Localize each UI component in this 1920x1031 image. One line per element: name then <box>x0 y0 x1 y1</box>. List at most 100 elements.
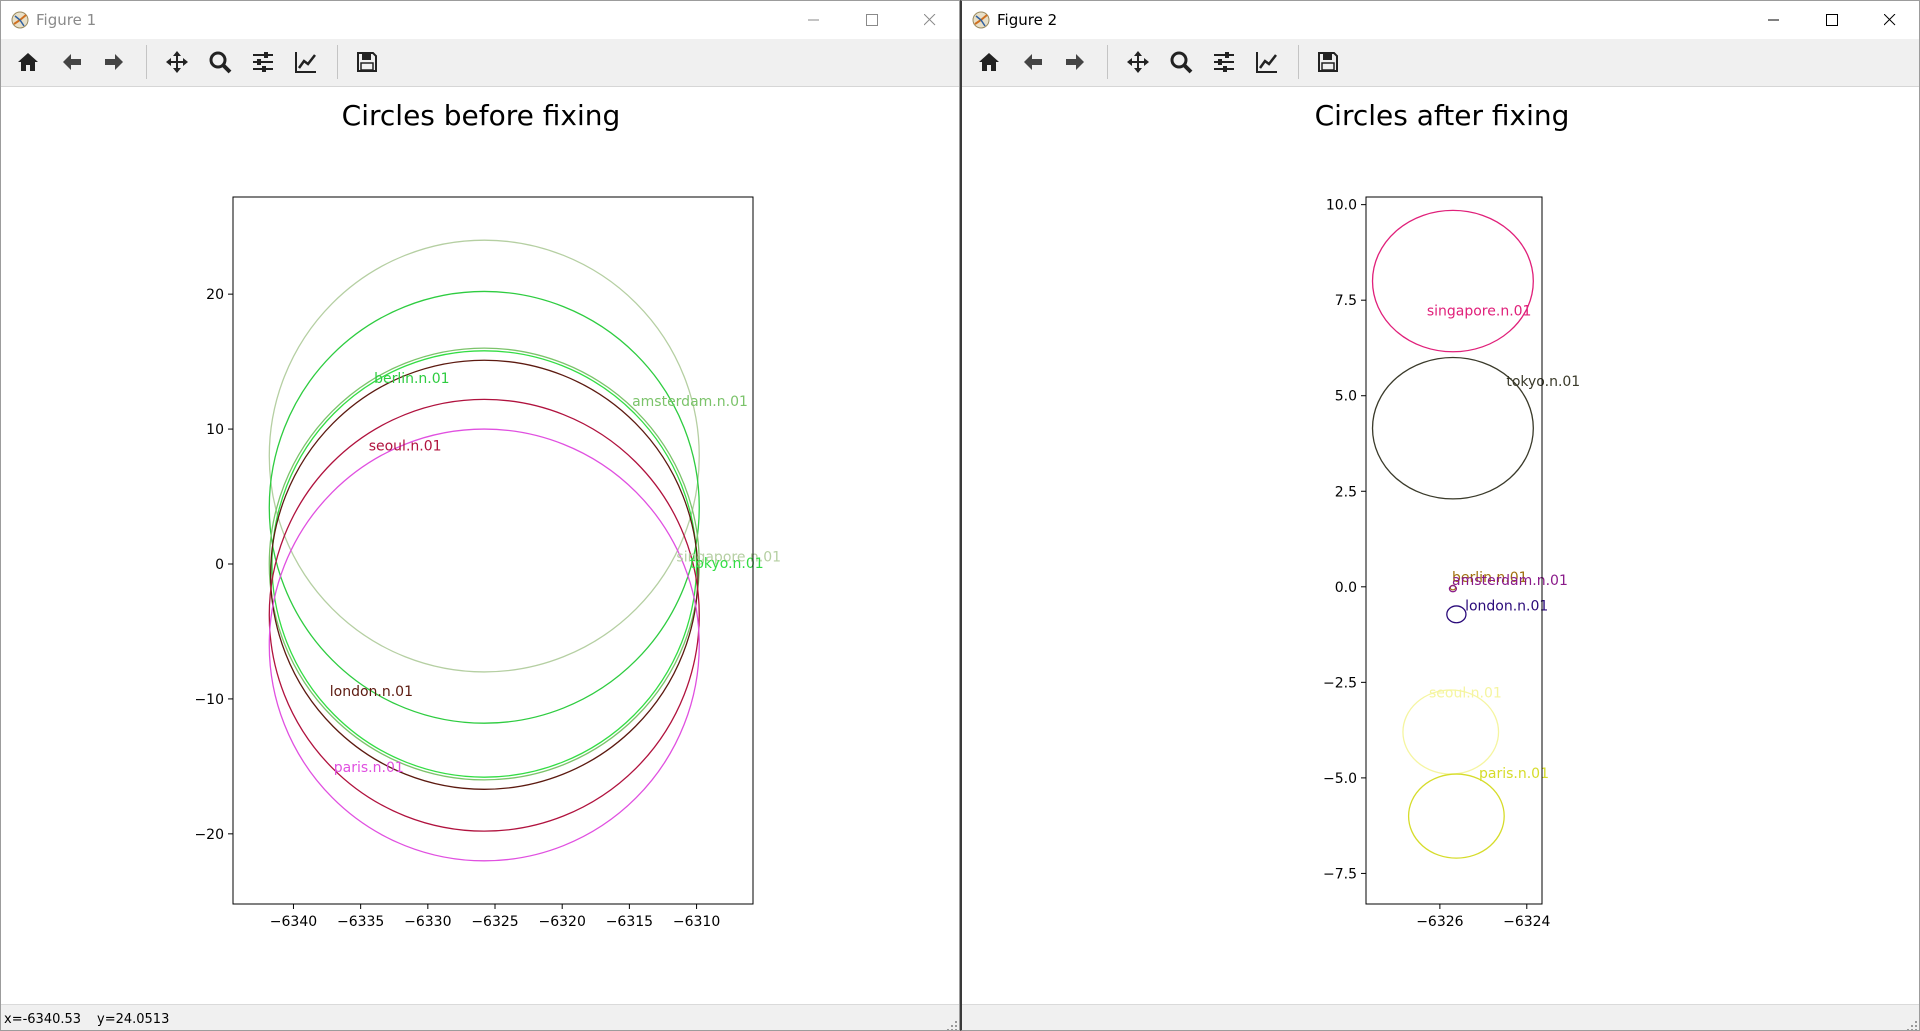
back-arrow-icon <box>1024 54 1042 70</box>
circle-label: tokyo.n.01 <box>1506 374 1580 390</box>
plot-area[interactable]: singapore.n.01 berlin.n.01 amsterdam.n.01 t… <box>1 1 960 1001</box>
toolbar-separator <box>337 45 338 79</box>
maximize-icon <box>866 14 878 26</box>
y-tick-label: −7.5 <box>1323 866 1357 882</box>
minimize-icon <box>1768 19 1779 21</box>
x-tick-label: −6340 <box>270 914 317 930</box>
x-tick-label: −6320 <box>539 914 586 930</box>
window-title: Figure 1 <box>36 11 97 29</box>
y-tick-label: 2.5 <box>1335 484 1357 500</box>
y-tick-label: 5.0 <box>1335 389 1357 405</box>
matplotlib-app-icon <box>972 11 990 29</box>
x-tick-label: −6335 <box>337 914 384 930</box>
back-button[interactable] <box>1014 43 1052 81</box>
edit-axis-button[interactable] <box>1248 43 1286 81</box>
circle-label: amsterdam.n.01 <box>632 394 748 410</box>
zoom-icon <box>1170 51 1193 74</box>
close-icon <box>1884 14 1896 26</box>
circles-group <box>268 239 700 862</box>
x-tick-label: −6325 <box>471 914 518 930</box>
forward-arrow-icon <box>105 54 123 70</box>
circle-paris-n-01 <box>1407 773 1505 859</box>
y-tick-label: 10 <box>206 422 224 438</box>
plot-area[interactable]: singapore.n.01 tokyo.n.01 berlin.n.01amste… <box>962 1 1920 1001</box>
circle-label: amsterdam.n.01 <box>1452 573 1568 589</box>
resize-grip-icon[interactable] <box>947 1021 957 1031</box>
forward-button[interactable] <box>95 43 133 81</box>
x-tick-label: −6310 <box>673 914 720 930</box>
toolbar-separator <box>146 45 147 79</box>
y-tick-label: 7.5 <box>1335 293 1357 309</box>
axes-frame <box>232 196 754 905</box>
y-tick-label: 20 <box>206 287 224 303</box>
configure-subplots-button[interactable] <box>1205 43 1243 81</box>
close-icon <box>924 14 936 26</box>
circle-label: seoul.n.01 <box>1429 686 1502 702</box>
zoom-icon <box>209 51 232 74</box>
circle-amsterdam-n-01 <box>268 347 700 781</box>
back-arrow-icon <box>63 54 81 70</box>
circle-label: paris.n.01 <box>1479 766 1549 782</box>
maximize-button[interactable] <box>1803 1 1861 39</box>
circle-label: london.n.01 <box>330 684 413 700</box>
circle-london-n-01 <box>269 359 699 790</box>
cursor-y-readout: y=24.0513 <box>97 1012 170 1027</box>
circle-paris-n-01 <box>268 428 700 862</box>
home-button[interactable] <box>970 43 1008 81</box>
title-bar[interactable]: Figure 2 <box>962 1 1919 39</box>
pan-icon <box>166 51 188 73</box>
pan-button[interactable] <box>1119 43 1157 81</box>
cursor-x-readout: x=-6340.53 <box>4 1012 82 1027</box>
circle-label: singapore.n.01 <box>1427 303 1532 319</box>
home-icon <box>18 53 38 71</box>
figure-2-window: Figure 2 <box>960 0 1920 1031</box>
home-button[interactable] <box>9 43 47 81</box>
circle-singapore-n-01 <box>268 239 700 673</box>
toolbar-separator <box>1298 45 1299 79</box>
close-button[interactable] <box>901 1 959 39</box>
x-tick-label: −6330 <box>404 914 451 930</box>
navigation-toolbar <box>1 39 959 87</box>
title-bar[interactable]: Figure 1 <box>1 1 959 39</box>
maximize-button[interactable] <box>843 1 901 39</box>
circle-singapore-n-01 <box>1371 209 1534 353</box>
circle-label: tokyo.n.01 <box>690 556 764 572</box>
figure-title: Circles before fixing <box>341 99 621 132</box>
y-tick-label: −2.5 <box>1323 675 1357 691</box>
save-button[interactable] <box>1309 43 1347 81</box>
forward-button[interactable] <box>1056 43 1094 81</box>
forward-arrow-icon <box>1066 54 1084 70</box>
circle-label: paris.n.01 <box>334 760 404 776</box>
minimize-button[interactable] <box>785 1 843 39</box>
y-tick-label: −5.0 <box>1323 771 1357 787</box>
circle-london-n-01 <box>1446 605 1467 624</box>
edit-axis-icon <box>295 52 316 73</box>
zoom-button[interactable] <box>1162 43 1200 81</box>
minimize-button[interactable] <box>1745 1 1803 39</box>
circle-label: berlin.n.01 <box>1452 570 1528 586</box>
status-bar <box>962 1004 1919 1031</box>
y-tick-label: −10 <box>194 692 224 708</box>
edit-axis-button[interactable] <box>287 43 325 81</box>
zoom-button[interactable] <box>201 43 239 81</box>
circle-tokyo-n-01 <box>1371 356 1534 500</box>
save-icon <box>1318 52 1338 72</box>
back-button[interactable] <box>53 43 91 81</box>
circle-label: berlin.n.01 <box>374 371 450 387</box>
figure-title: Circles after fixing <box>1314 99 1570 132</box>
x-tick-label: −6324 <box>1503 914 1550 930</box>
configure-subplots-button[interactable] <box>244 43 282 81</box>
circle-tokyo-n-01 <box>271 350 698 778</box>
minimize-icon <box>808 19 819 21</box>
pan-icon <box>1127 51 1149 73</box>
close-button[interactable] <box>1861 1 1919 39</box>
save-button[interactable] <box>348 43 386 81</box>
circle-seoul-n-01 <box>268 398 700 832</box>
toolbar-separator <box>1107 45 1108 79</box>
y-tick-label: 0.0 <box>1335 580 1357 596</box>
maximize-icon <box>1826 14 1838 26</box>
circle-label: london.n.01 <box>1465 598 1548 614</box>
pan-button[interactable] <box>158 43 196 81</box>
circle-berlin-n-01 <box>268 290 700 724</box>
resize-grip-icon[interactable] <box>1907 1021 1917 1031</box>
